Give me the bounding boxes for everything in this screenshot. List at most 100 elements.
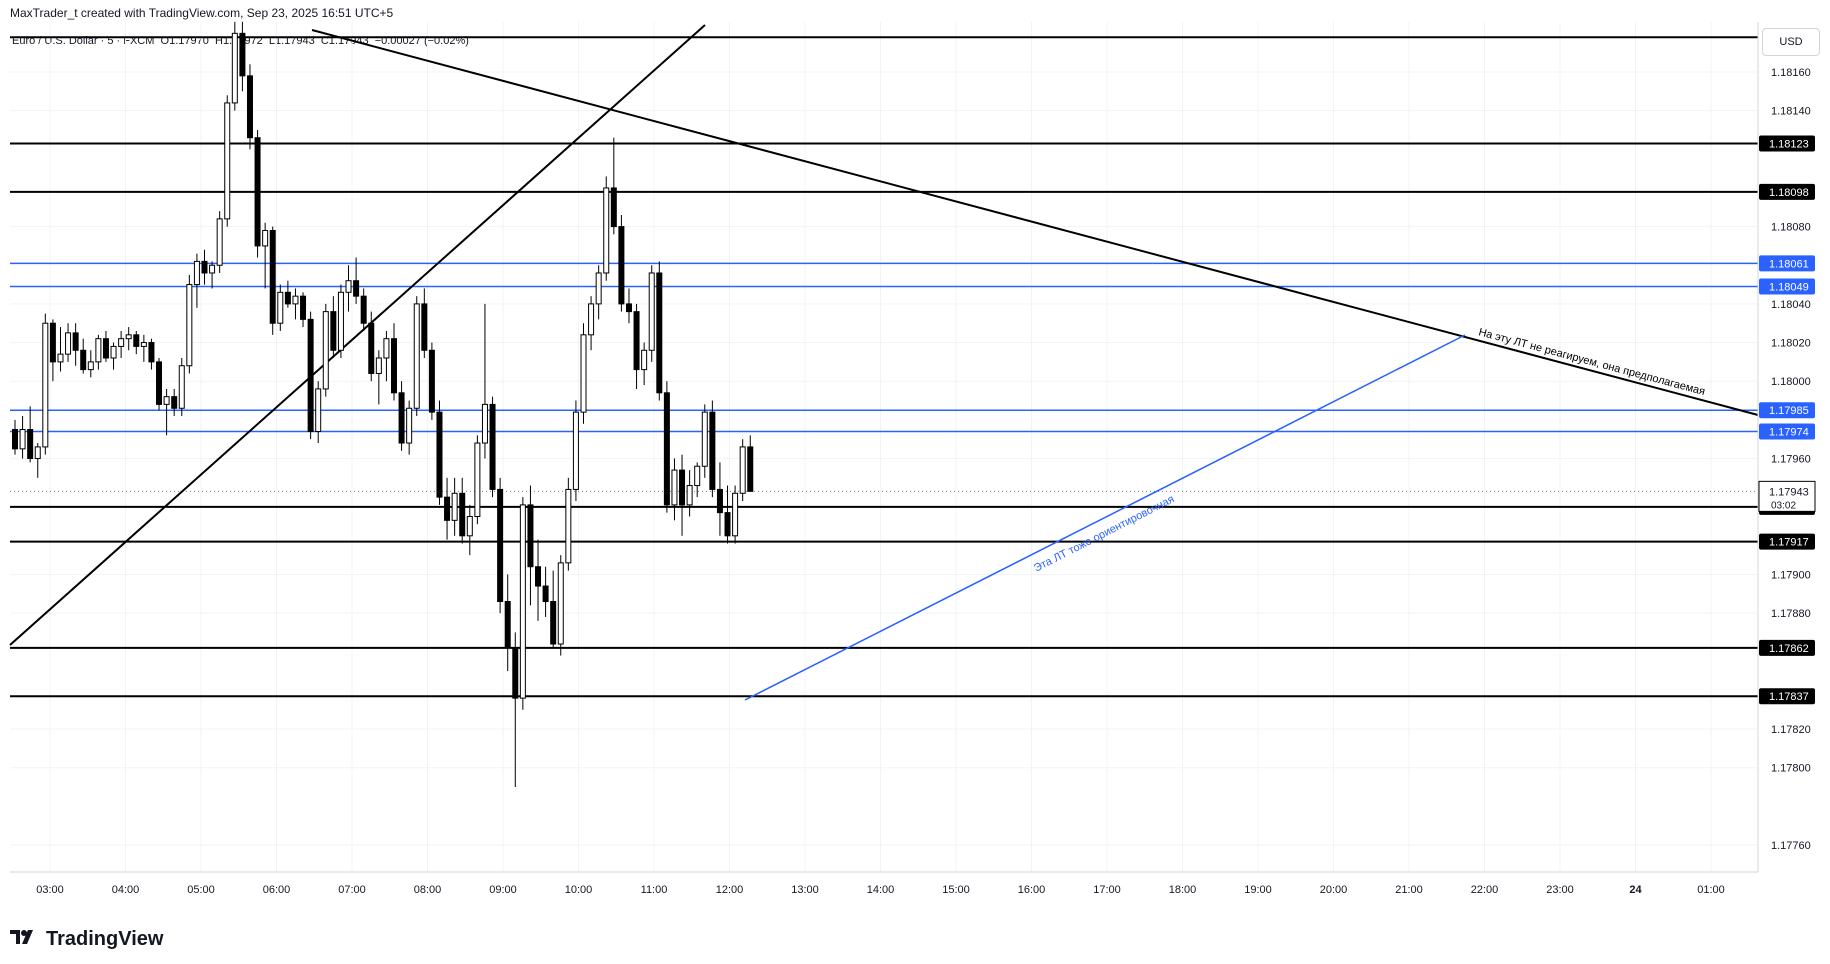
candle-body [12, 429, 18, 450]
time-tick-label: 10:00 [565, 884, 593, 896]
time-tick-label: 03:00 [36, 884, 64, 896]
annotations: На эту ЛТ не реагируем, она предполагаем… [1032, 326, 1706, 574]
candle-body [254, 137, 261, 247]
candle-body [679, 469, 686, 506]
candle-body [610, 187, 617, 228]
time-tick-label: 21:00 [1395, 884, 1423, 896]
chart-grid [10, 22, 1758, 872]
price-badge [1759, 183, 1815, 200]
price-tick-label: 1.17960 [1771, 454, 1811, 466]
price-tick-label: 1.18140 [1771, 106, 1811, 118]
candle-body [110, 345, 117, 359]
time-tick-label: 13:00 [791, 884, 819, 896]
candle-body [322, 311, 329, 390]
candle-body [406, 407, 413, 444]
candle-body [292, 295, 299, 305]
candle-body [542, 585, 549, 603]
candle-body [133, 334, 140, 347]
candle-body [337, 291, 344, 351]
candle-body [694, 465, 701, 487]
candle-body [186, 284, 193, 367]
tradingview-logo[interactable]: TradingView [10, 928, 163, 951]
candle-body [428, 349, 435, 413]
candle-body [580, 334, 587, 413]
candle-body [625, 303, 632, 313]
candle-body [603, 187, 610, 274]
currency-button[interactable]: USD [1762, 28, 1820, 56]
candle-body [572, 411, 579, 490]
candle-body [27, 429, 34, 460]
time-tick-label: 19:00 [1244, 884, 1272, 896]
time-tick-label: 18:00 [1169, 884, 1197, 896]
candle-body [201, 260, 208, 274]
price-tick-label: 1.18160 [1771, 67, 1811, 79]
price-badge-label: 1.18061 [1769, 258, 1809, 270]
candle-body [118, 338, 125, 347]
candle-body [671, 469, 678, 506]
candle-body [315, 388, 322, 432]
candle-body [474, 442, 481, 517]
candle-body [724, 512, 731, 537]
candle-body [527, 504, 534, 568]
support-trend-line [744, 334, 1466, 701]
time-tick-label: 06:00 [263, 884, 291, 896]
time-tick-label: 01:00 [1697, 884, 1725, 896]
annotation-text: Эта ЛТ тоже ориентировочная [1032, 493, 1176, 574]
time-tick-label: 14:00 [867, 884, 895, 896]
candle-body [178, 365, 185, 409]
tradingview-logo-text: TradingView [46, 928, 164, 950]
candle-body [80, 349, 87, 371]
candle-body [648, 272, 655, 351]
candle-body [557, 562, 564, 645]
candle-body [732, 492, 739, 537]
candle-body [193, 260, 200, 286]
time-tick-label: 23:00 [1546, 884, 1574, 896]
candle-body [701, 411, 708, 467]
ascending-trend-line [9, 24, 706, 646]
candle-body [49, 322, 56, 363]
candle-body [519, 504, 526, 699]
candle-body [87, 361, 94, 371]
candle-body [535, 566, 542, 587]
candle-body [716, 488, 723, 514]
candle-body [709, 411, 716, 490]
candle-body [481, 403, 488, 444]
candle-body [368, 322, 375, 374]
time-tick-label: 22:00 [1471, 884, 1499, 896]
time-tick-label: 20:00 [1320, 884, 1348, 896]
price-chart[interactable]: На эту ЛТ не реагируем, она предполагаем… [0, 0, 1830, 910]
time-tick-label: 07:00 [338, 884, 366, 896]
candle-body [140, 342, 147, 347]
candle-body [618, 226, 625, 305]
price-tick-label: 1.18020 [1771, 338, 1811, 350]
candle-body [353, 280, 360, 297]
candle-body [504, 601, 511, 649]
chart-header-text: MaxTrader_t created with TradingView.com… [10, 6, 394, 20]
candle-body [148, 342, 155, 363]
candle-body [739, 446, 746, 494]
candle-body [497, 488, 504, 603]
descending-trend-line [311, 29, 1759, 416]
candle-body [163, 396, 170, 405]
candle-body [72, 332, 79, 351]
current-price-label: 1.17943 [1769, 486, 1809, 498]
candle-body [269, 229, 276, 324]
price-badge [1759, 688, 1815, 705]
candle-body [209, 264, 216, 274]
candle-body [413, 303, 420, 409]
annotation-text: На эту ЛТ не реагируем, она предполагаем… [1477, 326, 1706, 398]
candle-body [330, 311, 337, 351]
candle-body [216, 218, 223, 266]
price-badge [1759, 135, 1815, 152]
candle-body [34, 446, 41, 459]
candle-body [398, 392, 405, 444]
candle-body [383, 338, 390, 359]
candle-body [246, 75, 253, 139]
time-axis: 03:00 04:00 05:00 06:00 07:00 08:00 09:00 10:00… [36, 884, 1725, 896]
candle-body [686, 485, 693, 506]
candle-body [65, 332, 72, 355]
candle-body [345, 280, 352, 293]
candle-body [565, 488, 572, 564]
candle-body [444, 496, 451, 521]
price-badge [1759, 639, 1815, 656]
